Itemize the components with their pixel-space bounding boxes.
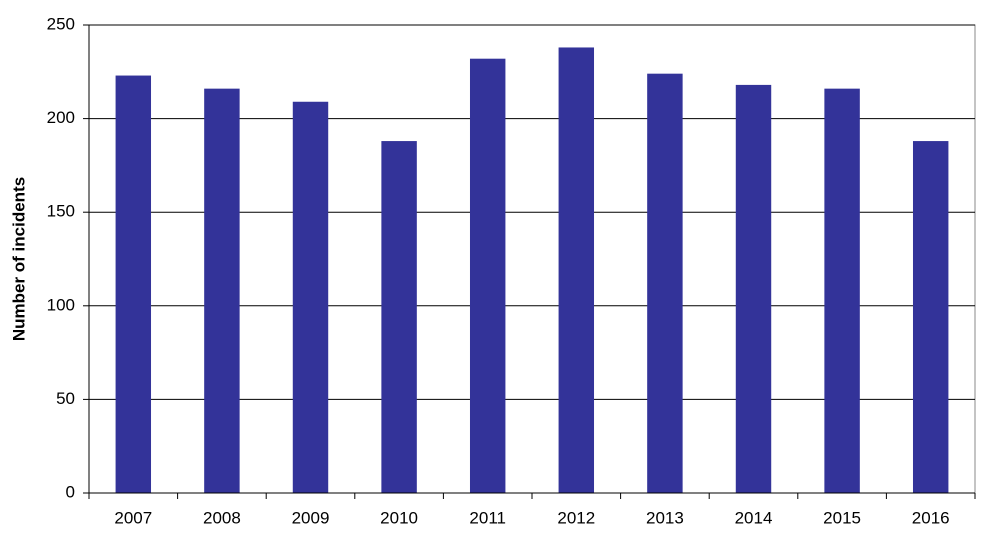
bar bbox=[115, 75, 152, 493]
bar bbox=[558, 47, 595, 494]
y-tick-label: 250 bbox=[47, 14, 75, 33]
x-tick-label: 2010 bbox=[380, 508, 418, 527]
y-tick-label: 200 bbox=[47, 108, 75, 127]
y-tick-label: 0 bbox=[66, 482, 75, 501]
bar bbox=[824, 88, 860, 493]
bar bbox=[912, 141, 949, 493]
x-tick-label: 2015 bbox=[823, 508, 861, 527]
y-tick-label: 50 bbox=[56, 389, 75, 408]
x-tick-label: 2007 bbox=[114, 508, 152, 527]
x-tick-label: 2011 bbox=[469, 508, 506, 527]
x-tick-label: 2008 bbox=[203, 508, 241, 527]
y-tick-label: 150 bbox=[47, 202, 75, 221]
y-tick-label: 100 bbox=[47, 295, 75, 314]
x-tick-label: 2016 bbox=[912, 508, 950, 527]
bar bbox=[469, 58, 506, 494]
x-tick-label: 2013 bbox=[646, 508, 684, 527]
y-axis-label: Number of incidents bbox=[9, 177, 28, 341]
bar bbox=[647, 73, 683, 493]
bar bbox=[735, 84, 772, 494]
bar bbox=[204, 88, 240, 493]
bar bbox=[292, 101, 329, 493]
x-tick-label: 2012 bbox=[557, 508, 595, 527]
x-tick-label: 2009 bbox=[292, 508, 330, 527]
bar bbox=[381, 141, 417, 493]
x-tick-label: 2014 bbox=[735, 508, 773, 527]
